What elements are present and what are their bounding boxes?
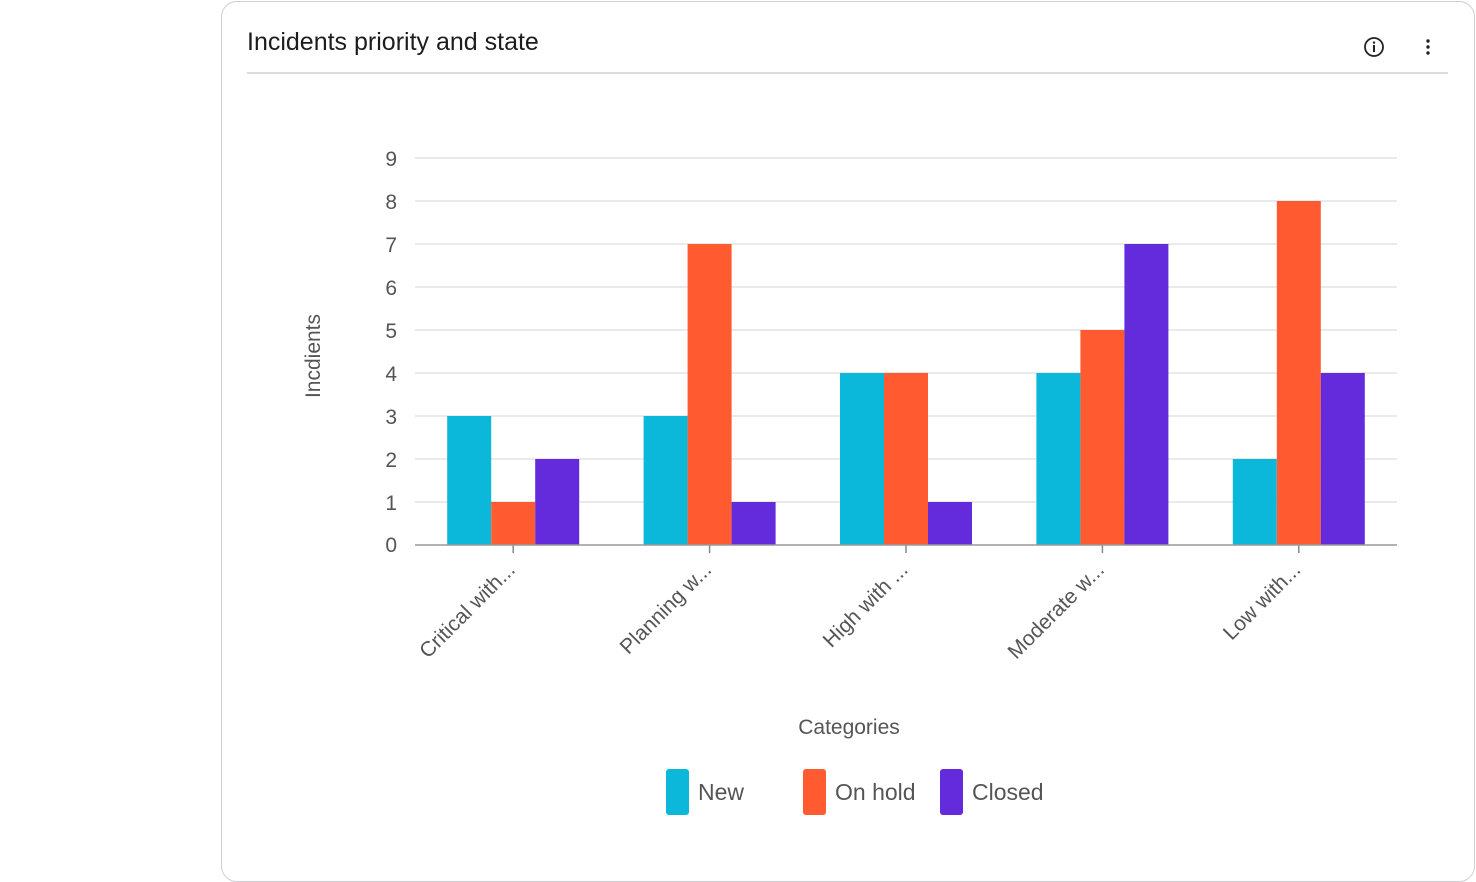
bar-closed — [1124, 244, 1169, 545]
bar-new — [643, 416, 688, 545]
legend-label: New — [698, 779, 744, 805]
card-title: Incidents priority and state — [247, 28, 539, 56]
bar-new — [1036, 373, 1081, 545]
legend-swatch-new — [666, 769, 689, 815]
bar-on-hold — [884, 373, 928, 545]
bar-new — [1232, 459, 1277, 545]
bar-closed — [1320, 373, 1365, 545]
legend-swatch-on-hold — [803, 769, 826, 815]
more-options-icon[interactable] — [1415, 34, 1441, 60]
x-tick-label: Moderate w... — [1004, 558, 1109, 663]
y-tick-label: 8 — [385, 191, 397, 214]
bar-new — [447, 416, 492, 545]
x-tick-label: Planning w... — [616, 558, 716, 658]
x-tick-label: Critical with... — [415, 558, 520, 663]
bar-on-hold — [491, 502, 536, 545]
bar-on-hold — [1276, 201, 1321, 545]
x-axis-label: Categories — [798, 716, 900, 739]
y-tick-label: 6 — [385, 277, 397, 300]
y-tick-label: 0 — [385, 534, 397, 557]
y-tick-label: 3 — [385, 406, 397, 429]
y-tick-label: 2 — [385, 449, 397, 472]
legend-swatch-closed — [940, 769, 963, 815]
bar-closed — [535, 459, 580, 545]
legend-label: Closed — [972, 779, 1044, 805]
y-tick-label: 5 — [385, 320, 397, 343]
bar-new — [840, 373, 884, 545]
bar-on-hold — [1080, 330, 1125, 545]
bar-on-hold — [687, 244, 732, 545]
bar-closed — [731, 502, 776, 545]
y-axis-label: Incdients — [302, 314, 325, 398]
y-tick-label: 1 — [385, 492, 397, 515]
y-tick-label: 7 — [385, 234, 397, 257]
y-tick-label: 4 — [385, 363, 397, 386]
header-divider — [247, 72, 1448, 74]
bar-closed — [928, 502, 972, 545]
x-tick-label: Low with... — [1219, 558, 1305, 644]
info-icon[interactable] — [1361, 34, 1387, 60]
x-tick-label: High with ... — [819, 558, 913, 652]
legend-label: On hold — [835, 779, 916, 805]
y-tick-label: 9 — [385, 148, 397, 171]
